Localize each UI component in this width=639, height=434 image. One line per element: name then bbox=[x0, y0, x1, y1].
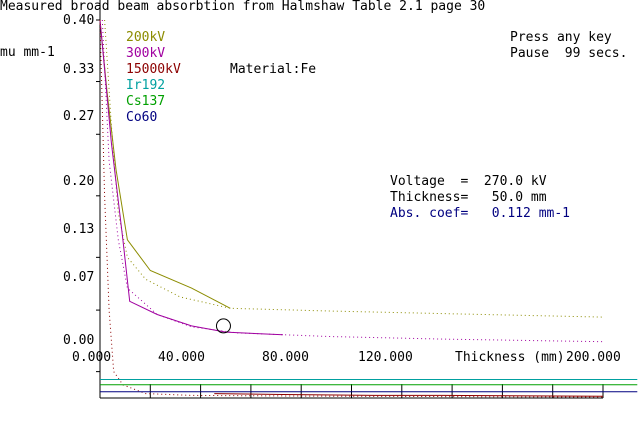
legend-entry-200kv: 200kV bbox=[126, 30, 166, 45]
x-tick-label: 200.000 bbox=[566, 350, 621, 365]
y-tick-label: 0.33 bbox=[63, 62, 95, 77]
x-axis-label: Thickness (mm) bbox=[455, 350, 565, 365]
series-line-300kv bbox=[99, 19, 283, 336]
material-label: Material:Fe bbox=[230, 62, 317, 77]
legend-entry-300kv: 300kV bbox=[126, 46, 166, 61]
x-tick-label: 40.000 bbox=[158, 350, 205, 365]
series-line-15000kv-dotted bbox=[99, 19, 604, 398]
x-tick-label: 0.000 bbox=[72, 350, 112, 365]
series-line-300kv-dotted bbox=[101, 19, 604, 343]
series-line-200kv-dotted bbox=[104, 19, 604, 318]
y-tick-label: 0.40 bbox=[63, 13, 95, 28]
x-tick-label: 80.000 bbox=[262, 350, 309, 365]
press-key-text: Press any key bbox=[510, 30, 612, 45]
abs-coef-readout: Abs. coef= 0.112 mm-1 bbox=[390, 206, 571, 221]
legend-entry-co60: Co60 bbox=[126, 110, 158, 125]
legend-entry-ir192: Ir192 bbox=[126, 78, 166, 93]
pause-text: Pause 99 secs. bbox=[510, 46, 628, 61]
legend-entry-cs137: Cs137 bbox=[126, 94, 166, 109]
y-tick-label: 0.00 bbox=[63, 333, 95, 348]
chart-title: Measured broad beam absorbtion from Halm… bbox=[0, 0, 486, 14]
series-line-15000kv bbox=[214, 393, 604, 397]
cursor-marker bbox=[215, 318, 231, 334]
thickness-readout: Thickness= 50.0 mm bbox=[390, 190, 547, 205]
y-tick-label: 0.20 bbox=[63, 174, 95, 189]
series-line-200kv bbox=[99, 19, 231, 309]
y-axis-label: mu mm-1 bbox=[0, 45, 55, 60]
voltage-readout: Voltage = 270.0 kV bbox=[390, 174, 547, 189]
legend-entry-15000kv: 15000kV bbox=[126, 62, 181, 77]
y-tick-label: 0.13 bbox=[63, 222, 95, 237]
x-tick-label: 120.000 bbox=[358, 350, 413, 365]
y-tick-label: 0.27 bbox=[63, 109, 95, 124]
y-tick-label: 0.07 bbox=[63, 270, 95, 285]
